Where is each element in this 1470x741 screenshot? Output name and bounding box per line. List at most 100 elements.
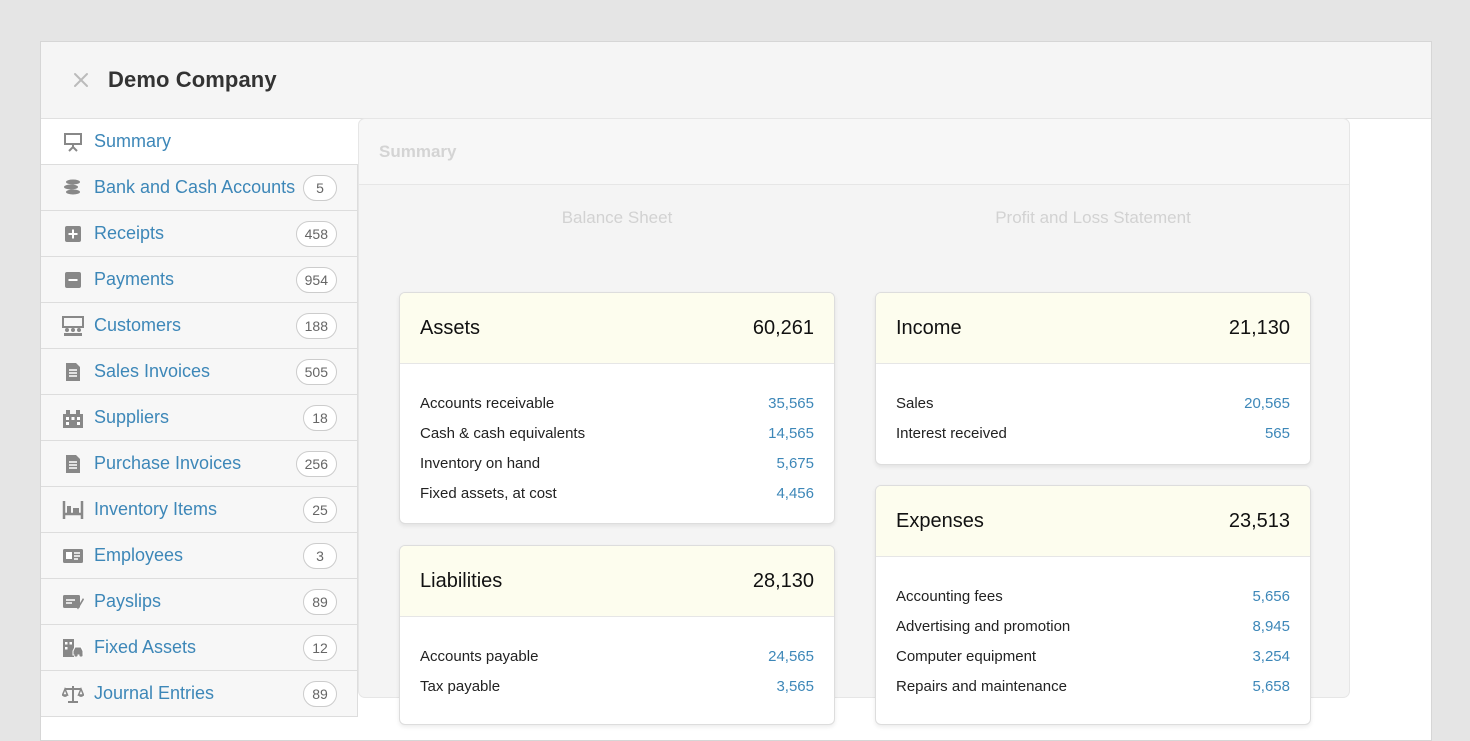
row-label: Fixed assets, at cost [420, 484, 557, 502]
row-value-link[interactable]: 5,656 [1252, 587, 1290, 605]
card-header: Expenses 23,513 [876, 486, 1310, 557]
row-label: Sales [896, 394, 934, 412]
card-title: Liabilities [420, 569, 503, 592]
row-label: Interest received [896, 424, 1007, 442]
sidebar-item-bank-and-cash-accounts[interactable]: Bank and Cash Accounts 5 [41, 165, 358, 211]
sidebar-item-label: Receipts [94, 223, 165, 243]
count-badge: 18 [303, 405, 337, 431]
sidebar-item-label: Employees [94, 545, 184, 565]
panel-title: Summary [379, 141, 457, 161]
close-icon[interactable] [70, 69, 92, 91]
row-value-link[interactable]: 3,565 [776, 677, 814, 695]
header: Demo Company [41, 42, 1431, 119]
card-body: Sales 20,565 Interest received 565 [876, 364, 1310, 464]
row-label: Cash & cash equivalents [420, 424, 586, 442]
count-badge: 89 [303, 589, 337, 615]
payslip-icon [62, 592, 84, 612]
company-title: Demo Company [108, 67, 277, 92]
summary-panel-header: Summary [359, 119, 1349, 185]
id-card-icon [62, 546, 84, 566]
income-card: Income 21,130 Sales 20,565 Interest rece… [875, 292, 1311, 465]
sidebar-item-label: Inventory Items [94, 499, 218, 519]
count-badge: 89 [303, 681, 337, 707]
sidebar-item-summary[interactable]: Summary [41, 119, 358, 165]
card-header: Assets 60,261 [400, 293, 834, 364]
table-row: Cash & cash equivalents 14,565 [420, 418, 814, 448]
sidebar-item-payments[interactable]: Payments 954 [41, 257, 358, 303]
sidebar-item-label: Suppliers [94, 407, 170, 427]
sidebar-item-purchase-invoices[interactable]: Purchase Invoices 256 [41, 441, 358, 487]
sidebar-item-customers[interactable]: Customers 188 [41, 303, 358, 349]
card-total: 28,130 [752, 569, 814, 592]
main-content: Summary Balance Sheet Profit and Loss St… [358, 118, 1350, 725]
card-title: Income [896, 316, 962, 339]
row-value-link[interactable]: 20,565 [1244, 394, 1290, 412]
sidebar-item-label: Journal Entries [94, 683, 215, 703]
card-header: Liabilities 28,130 [400, 546, 834, 617]
table-row: Sales 20,565 [896, 388, 1290, 418]
table-row: Interest received 565 [896, 418, 1290, 448]
card-total: 23,513 [1228, 509, 1290, 532]
row-value-link[interactable]: 565 [1264, 424, 1290, 442]
row-value-link[interactable]: 4,456 [776, 484, 814, 502]
card-total: 21,130 [1228, 316, 1290, 339]
count-badge: 458 [295, 221, 337, 247]
card-header: Income 21,130 [876, 293, 1310, 364]
sidebar-item-label: Sales Invoices [94, 361, 211, 381]
row-label: Tax payable [420, 677, 501, 695]
profit-loss-heading: Profit and Loss Statement [995, 208, 1191, 227]
row-label: Computer equipment [896, 647, 1037, 665]
row-value-link[interactable]: 35,565 [768, 394, 814, 412]
count-badge: 12 [303, 635, 337, 661]
table-row: Accounts receivable 35,565 [420, 388, 814, 418]
sidebar-item-journal-entries[interactable]: Journal Entries 89 [41, 671, 358, 717]
row-value-link[interactable]: 5,658 [1252, 677, 1290, 695]
card-body: Accounts receivable 35,565 Cash & cash e… [400, 364, 834, 523]
row-value-link[interactable]: 24,565 [768, 647, 814, 665]
scales-icon [62, 684, 84, 704]
sidebar-item-inventory-items[interactable]: Inventory Items 25 [41, 487, 358, 533]
sidebar-item-payslips[interactable]: Payslips 89 [41, 579, 358, 625]
count-badge: 954 [295, 267, 337, 293]
row-value-link[interactable]: 14,565 [768, 424, 814, 442]
row-label: Advertising and promotion [896, 617, 1071, 635]
row-label: Repairs and maintenance [896, 677, 1067, 695]
sidebar-item-sales-invoices[interactable]: Sales Invoices 505 [41, 349, 358, 395]
sidebar-item-label: Fixed Assets [94, 637, 197, 657]
table-row: Advertising and promotion 8,945 [896, 611, 1290, 641]
assets-card: Assets 60,261 Accounts receivable 35,565… [399, 292, 835, 524]
row-label: Inventory on hand [420, 454, 541, 472]
building-icon [62, 408, 84, 428]
customers-icon [62, 315, 84, 336]
shelf-icon [62, 500, 84, 520]
sidebar: Summary Bank and Cash Accounts 5 Receipt… [41, 119, 358, 717]
sidebar-item-receipts[interactable]: Receipts 458 [41, 211, 358, 257]
sidebar-item-label: Payments [94, 269, 175, 289]
count-badge: 188 [295, 313, 337, 339]
row-value-link[interactable]: 8,945 [1252, 617, 1290, 635]
sidebar-item-suppliers[interactable]: Suppliers 18 [41, 395, 358, 441]
sidebar-item-employees[interactable]: Employees 3 [41, 533, 358, 579]
row-value-link[interactable]: 3,254 [1252, 647, 1290, 665]
row-label: Accounting fees [896, 587, 1003, 605]
sidebar-item-label: Bank and Cash Accounts [94, 177, 296, 197]
sidebar-item-label: Customers [94, 315, 182, 335]
table-row: Accounting fees 5,656 [896, 581, 1290, 611]
balance-sheet-heading: Balance Sheet [561, 208, 673, 227]
card-title: Expenses [896, 509, 984, 532]
count-badge: 256 [295, 451, 337, 477]
card-total: 60,261 [752, 316, 814, 339]
table-row: Repairs and maintenance 5,658 [896, 671, 1290, 701]
sidebar-item-fixed-assets[interactable]: Fixed Assets 12 [41, 625, 358, 671]
building-car-icon [62, 638, 84, 658]
row-value-link[interactable]: 5,675 [776, 454, 814, 472]
row-label: Accounts receivable [420, 394, 555, 412]
sidebar-item-label: Payslips [94, 591, 162, 611]
count-badge: 3 [303, 543, 337, 569]
sidebar-item-label: Summary [94, 131, 172, 151]
document-icon [62, 362, 84, 382]
plus-square-icon [62, 224, 84, 244]
count-badge: 25 [303, 497, 337, 523]
count-badge: 5 [303, 175, 337, 201]
table-row: Inventory on hand 5,675 [420, 448, 814, 478]
